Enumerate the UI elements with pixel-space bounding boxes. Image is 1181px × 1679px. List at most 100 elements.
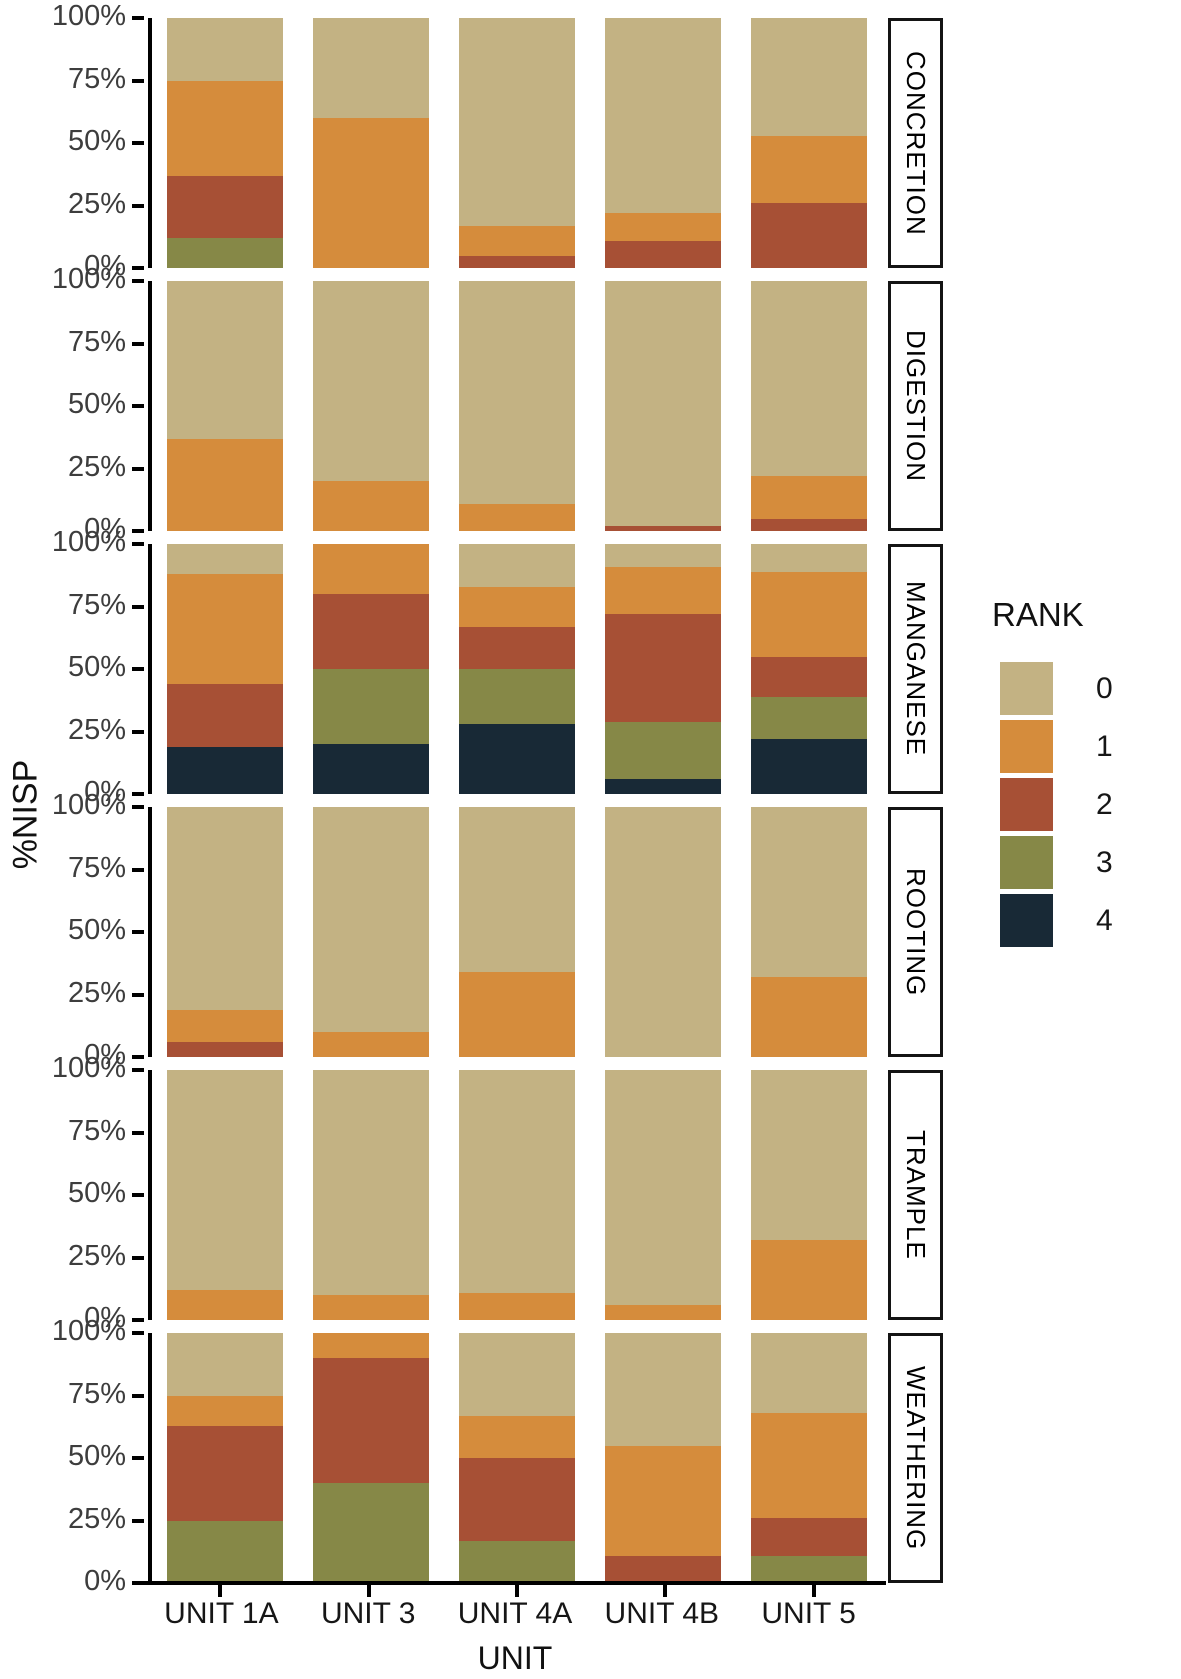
y-tick-label: 25% xyxy=(67,187,126,220)
y-tick-label: 75% xyxy=(67,588,126,621)
facet-row-manganese: 100% 75% 50% 25% 0% MANGANESE xyxy=(0,526,945,808)
x-tick-mark xyxy=(366,1585,371,1597)
segment-rank-0 xyxy=(750,281,868,476)
x-axis-line xyxy=(144,1581,886,1599)
segment-rank-1 xyxy=(750,1413,868,1518)
segment-rank-1 xyxy=(312,1295,430,1320)
facet-strip-label: TRAMPLE xyxy=(901,1130,931,1260)
segment-rank-1 xyxy=(458,972,576,1057)
segment-rank-1 xyxy=(166,1395,284,1426)
legend-label: 1 xyxy=(1096,730,1113,763)
segment-rank-0 xyxy=(458,18,576,226)
y-axis: 100% 75% 50% 25% 0% xyxy=(0,0,148,282)
y-tick-label: 75% xyxy=(67,325,126,358)
y-tick-label: 100% xyxy=(51,789,126,822)
legend-entry-rank-2: 2 xyxy=(992,778,1177,831)
segment-rank-3 xyxy=(604,721,722,779)
facet-strip-manganese: MANGANESE xyxy=(888,544,943,794)
segment-rank-1 xyxy=(166,1009,284,1042)
legend-swatch-rank-0 xyxy=(1000,662,1053,715)
x-tick-mark xyxy=(515,1585,519,1597)
bar-unit-5 xyxy=(750,281,868,531)
segment-rank-2 xyxy=(604,526,722,531)
y-tick-label: 100% xyxy=(51,1315,126,1348)
y-tick-label: 0% xyxy=(84,250,126,283)
segment-rank-2 xyxy=(166,1425,284,1521)
y-tick-mark xyxy=(132,1193,144,1197)
y-tick-label: 25% xyxy=(67,1502,126,1535)
y-tick-label: 50% xyxy=(67,651,126,684)
y-tick-label: 100% xyxy=(51,0,126,33)
y-tick-label: 100% xyxy=(51,263,126,296)
legend-swatch-rank-4 xyxy=(1000,894,1053,947)
segment-rank-0 xyxy=(166,807,284,1010)
bar-unit-5 xyxy=(750,1333,868,1583)
y-tick-label: 50% xyxy=(67,914,126,947)
x-tick-label-unit-5: UNIT 5 xyxy=(761,1597,856,1630)
y-tick-mark xyxy=(132,805,144,809)
segment-rank-1 xyxy=(312,481,430,531)
segment-rank-3 xyxy=(750,1555,868,1583)
segment-rank-0 xyxy=(604,1333,722,1446)
y-tick-label: 100% xyxy=(51,526,126,559)
segment-rank-0 xyxy=(458,281,576,504)
x-tick-mark xyxy=(811,1585,816,1597)
segment-rank-3 xyxy=(458,669,576,724)
bar-unit-4a xyxy=(458,18,576,268)
segment-rank-0 xyxy=(166,18,284,81)
y-tick-label: 100% xyxy=(51,1052,126,1085)
legend-label: 4 xyxy=(1096,904,1113,937)
segment-rank-3 xyxy=(750,696,868,739)
segment-rank-3 xyxy=(458,1540,576,1583)
y-tick-label: 50% xyxy=(67,1440,126,1473)
legend-swatch-rank-1 xyxy=(1000,720,1053,773)
y-tick-mark xyxy=(132,266,144,270)
segment-rank-2 xyxy=(458,255,576,268)
facet-strip-trample: TRAMPLE xyxy=(888,1070,943,1320)
y-tick-mark xyxy=(132,203,144,208)
legend-entries: 0 1 2 3 4 xyxy=(992,662,1177,947)
facet-strip-label: WEATHERING xyxy=(901,1365,931,1551)
legend-label: 0 xyxy=(1096,672,1113,705)
facet-row-digestion: 100% 75% 50% 25% 0% DIGESTION xyxy=(0,263,945,545)
bar-unit-4b xyxy=(604,544,722,794)
y-tick-label: 75% xyxy=(67,1114,126,1147)
x-tick-label-unit-3: UNIT 3 xyxy=(320,1597,416,1630)
y-tick-label: 50% xyxy=(67,1177,126,1210)
y-tick-mark xyxy=(132,542,144,546)
y-tick-mark xyxy=(132,341,144,346)
segment-rank-0 xyxy=(458,807,576,972)
segment-rank-2 xyxy=(604,1555,722,1583)
facet-strip-digestion: DIGESTION xyxy=(888,281,943,531)
segment-rank-0 xyxy=(458,1070,576,1293)
segment-rank-4 xyxy=(166,746,284,794)
legend-entry-rank-0: 0 xyxy=(992,662,1177,715)
y-tick-mark xyxy=(132,1130,144,1135)
facet-row-weathering: 100% 75% 50% 25% 0% WEATHERING xyxy=(0,1315,945,1597)
bar-unit-4a xyxy=(458,281,576,531)
facet-strip-concretion: CONCRETION xyxy=(888,18,943,268)
segment-rank-2 xyxy=(458,1458,576,1541)
y-tick-mark xyxy=(132,404,144,408)
y-axis: 100% 75% 50% 25% 0% xyxy=(0,1315,148,1597)
y-tick-mark xyxy=(132,78,144,83)
segment-rank-4 xyxy=(458,724,576,794)
segment-rank-2 xyxy=(166,1042,284,1057)
bar-unit-3 xyxy=(312,1333,430,1583)
facet-row-trample: 100% 75% 50% 25% 0% TRAMPLE xyxy=(0,1052,945,1334)
segment-rank-0 xyxy=(750,1070,868,1240)
y-tick-mark xyxy=(132,16,144,20)
segment-rank-0 xyxy=(750,1333,868,1413)
facet-panel-concretion xyxy=(148,18,882,268)
bar-unit-4b xyxy=(604,1333,722,1583)
bar-unit-1a xyxy=(166,1333,284,1583)
facet-row-rooting: 100% 75% 50% 25% 0% ROOTING xyxy=(0,789,945,1071)
x-axis-tick-labels: UNIT 1A UNIT 3 UNIT 4A UNIT 4B UNIT 5 xyxy=(148,1597,882,1633)
y-tick-mark xyxy=(132,1318,144,1322)
y-tick-mark xyxy=(132,1055,144,1059)
y-tick-mark xyxy=(132,1393,144,1398)
bar-unit-5 xyxy=(750,18,868,268)
y-axis: 100% 75% 50% 25% 0% xyxy=(0,1052,148,1334)
segment-rank-1 xyxy=(458,586,576,627)
y-tick-mark xyxy=(132,1255,144,1260)
